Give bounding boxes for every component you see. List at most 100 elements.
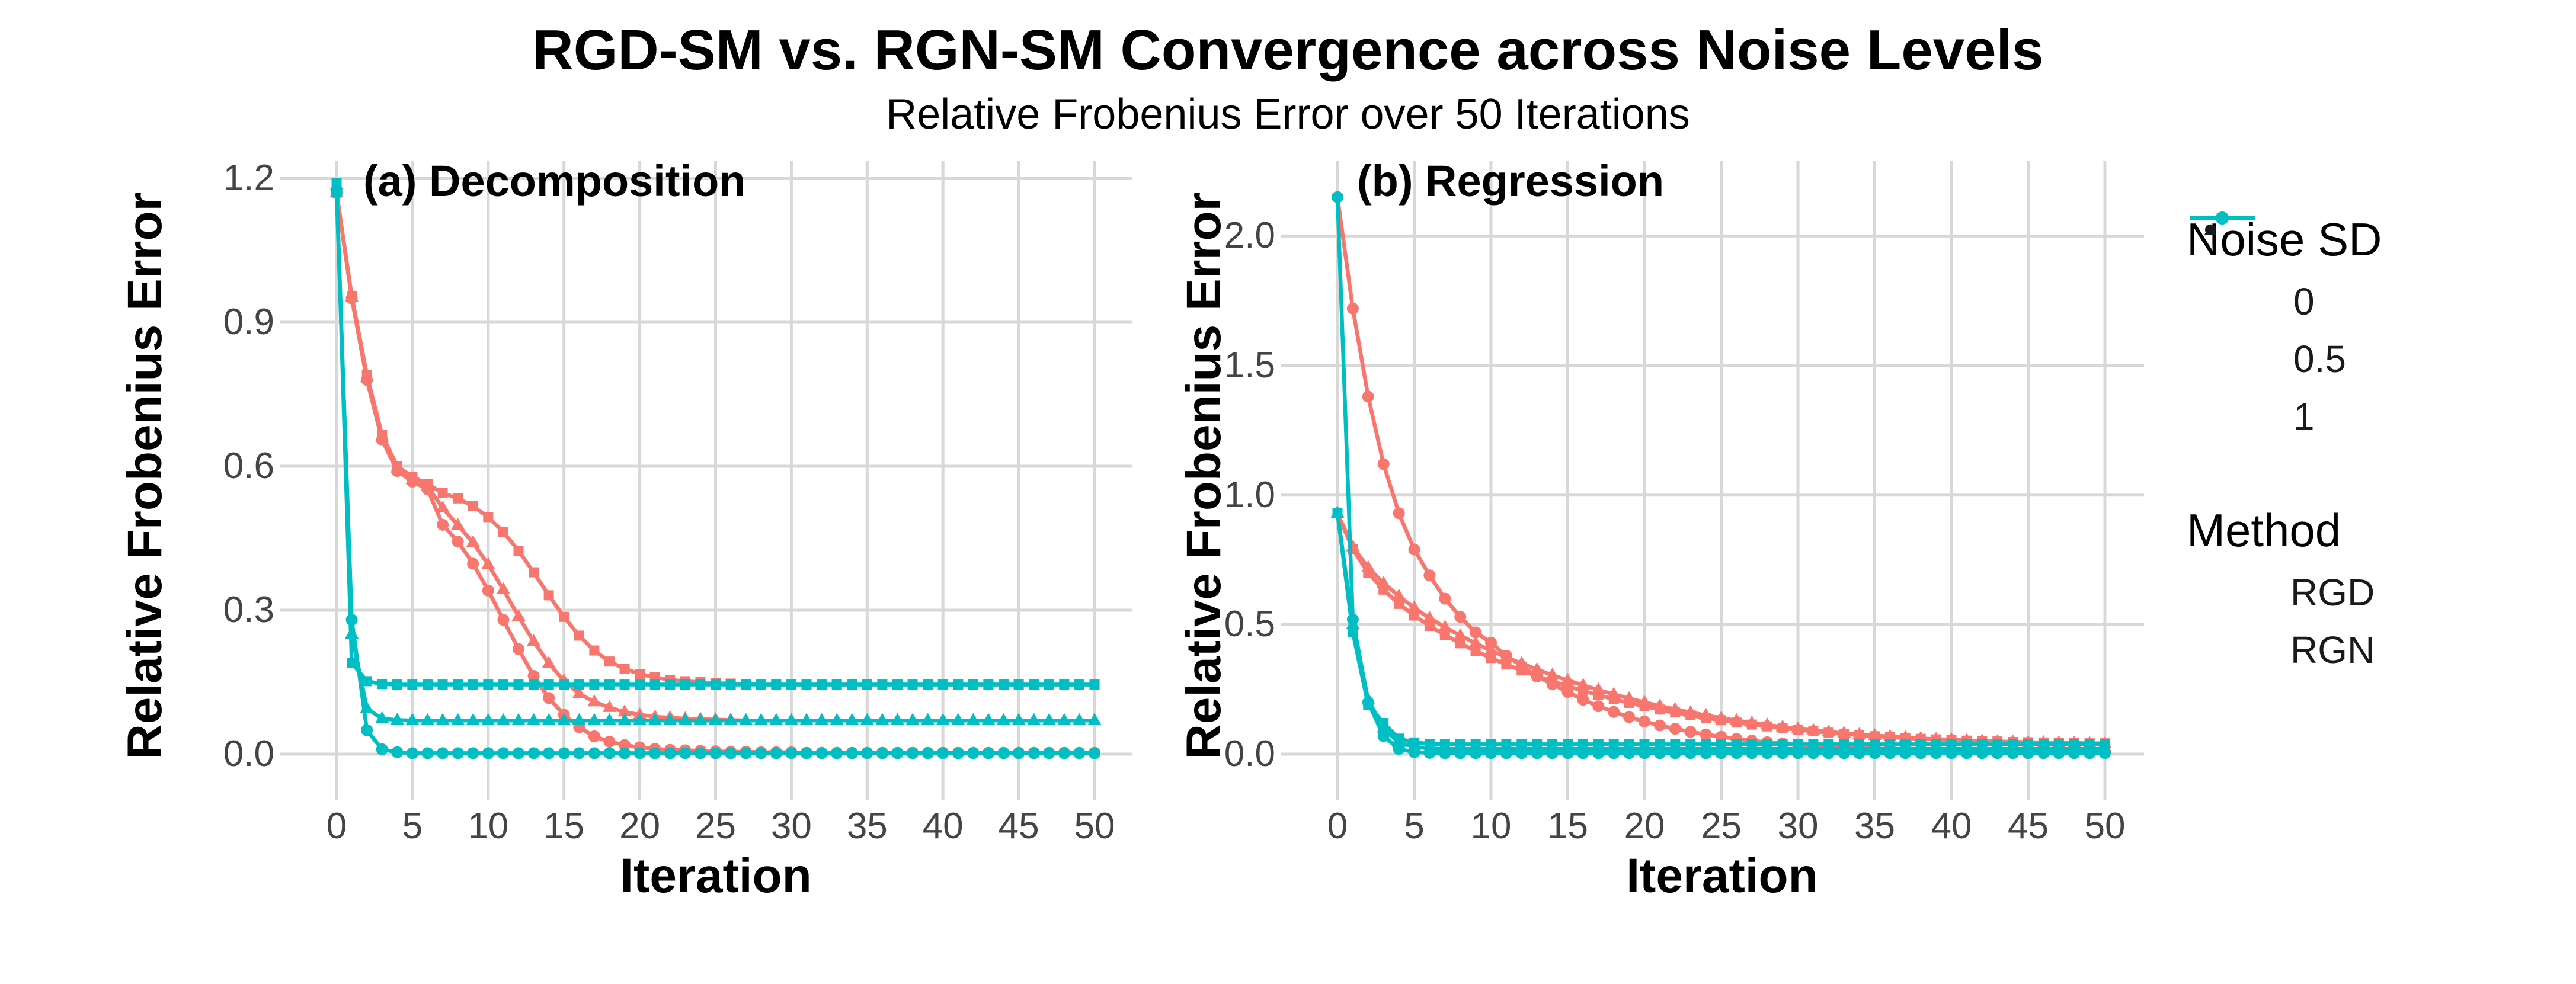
x-tick-label: 50 — [1074, 806, 1115, 847]
x-tick-label: 25 — [1701, 806, 1742, 847]
triangle-marker — [1012, 713, 1026, 725]
circle-marker — [1439, 592, 1451, 605]
square-marker — [711, 679, 721, 690]
square-marker — [1378, 718, 1389, 729]
square-marker — [483, 512, 494, 523]
circle-marker — [603, 747, 616, 759]
circle-marker — [1073, 747, 1086, 759]
circle-marker — [694, 747, 706, 759]
square-marker — [1839, 729, 1849, 739]
triangle-marker — [1438, 620, 1452, 632]
panel-b-x-axis-title: Iteration — [1626, 849, 1818, 903]
square-marker — [1808, 739, 1819, 749]
triangle-marker — [1453, 628, 1467, 640]
x-tick-label: 10 — [1470, 806, 1512, 847]
legend-method: Method RGD RGN — [2187, 211, 2572, 678]
triangle-marker — [1392, 588, 1406, 601]
square-marker — [1762, 721, 1772, 732]
circle-marker — [497, 614, 510, 626]
circle-marker — [907, 747, 919, 759]
square-marker — [619, 664, 630, 674]
circle-marker — [846, 747, 858, 759]
series-rgn-noise-0.5 — [329, 178, 1102, 725]
square-marker — [1808, 726, 1819, 737]
circle-marker — [421, 747, 434, 759]
triangle-marker — [496, 582, 510, 594]
triangle-marker — [466, 713, 480, 725]
circle-marker — [1013, 747, 1025, 759]
triangle-marker — [981, 713, 996, 725]
square-marker — [1470, 739, 1481, 749]
x-tick-label: 40 — [1931, 806, 1972, 847]
square-marker — [498, 527, 508, 537]
square-marker — [1685, 710, 1696, 720]
triangle-marker — [511, 609, 526, 621]
triangle-marker — [966, 713, 980, 725]
triangle-marker — [1468, 636, 1483, 648]
circle-icon — [2187, 225, 2258, 328]
circle-marker — [815, 747, 828, 759]
circle-marker — [1423, 569, 1436, 582]
triangle-marker — [451, 713, 465, 725]
square-marker — [574, 679, 584, 690]
legend-item-noise-0: 0 — [2187, 225, 2572, 330]
triangle-marker — [1407, 600, 1421, 613]
triangle-marker — [845, 713, 859, 725]
circle-marker — [619, 739, 631, 751]
circle-marker — [512, 747, 524, 759]
triangle-marker — [1057, 713, 1071, 725]
circle-marker — [376, 743, 388, 755]
square-marker — [1608, 694, 1619, 704]
square-marker — [1777, 739, 1788, 749]
legend-key — [2190, 211, 2255, 225]
x-tick-label: 20 — [619, 806, 661, 847]
triangle-marker — [542, 656, 556, 668]
y-tick-label: 0.3 — [223, 589, 274, 630]
x-tick-label: 0 — [1327, 806, 1348, 847]
legend: Noise SD 0 0.5 1 Method RGD RGN — [2187, 206, 2572, 678]
square-marker — [1363, 700, 1374, 710]
square-marker — [1501, 739, 1512, 749]
y-tick-label: 0.6 — [223, 445, 274, 486]
circle-marker — [1485, 636, 1497, 649]
legend-method-title: Method — [2187, 504, 2341, 556]
circle-marker — [725, 747, 737, 759]
series-rgn-noise-1 — [331, 178, 1100, 690]
triangle-marker — [951, 713, 965, 725]
triangle-marker — [905, 713, 920, 725]
square-marker — [1670, 707, 1681, 718]
circle-marker — [997, 747, 1010, 759]
square-icon — [2187, 226, 2258, 443]
square-marker — [1501, 659, 1512, 670]
square-marker — [1029, 679, 1039, 690]
rgd-line-key-icon — [2187, 211, 2258, 604]
triangle-marker — [663, 713, 677, 725]
y-tick-label: 0.5 — [1224, 604, 1275, 645]
triangle-marker — [617, 713, 632, 725]
square-marker — [1670, 739, 1681, 749]
circle-marker — [649, 747, 661, 759]
square-marker — [725, 679, 736, 690]
square-marker — [377, 679, 388, 690]
triangle-marker — [587, 713, 601, 725]
square-marker — [1439, 630, 1450, 640]
circle-marker — [1393, 507, 1405, 520]
square-marker — [543, 590, 554, 601]
triangle-marker — [587, 694, 601, 707]
legend-method-value: RGN — [2290, 628, 2375, 671]
square-marker — [983, 679, 994, 690]
circle-marker — [982, 747, 994, 759]
square-marker — [1455, 638, 1465, 649]
square-marker — [1593, 690, 1604, 700]
legend-item-noise-0.5: 0.5 — [2187, 224, 2572, 387]
square-marker — [1731, 739, 1742, 749]
circle-marker — [1362, 390, 1374, 403]
square-marker — [1439, 739, 1450, 749]
square-marker — [1946, 739, 1957, 749]
square-marker — [1470, 646, 1481, 656]
triangle-marker — [709, 713, 722, 725]
square-marker — [1716, 739, 1726, 749]
triangle-marker — [572, 713, 586, 725]
square-marker — [604, 656, 615, 667]
square-marker — [422, 679, 433, 690]
